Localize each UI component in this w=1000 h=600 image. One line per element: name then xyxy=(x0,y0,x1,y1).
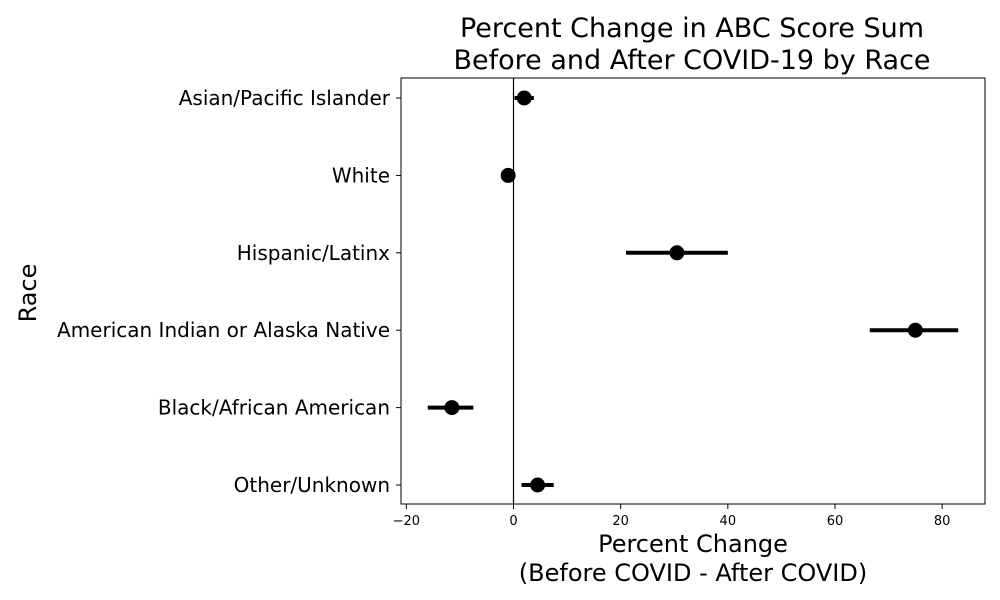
y-category-label: White xyxy=(332,163,390,187)
data-point xyxy=(530,477,546,493)
x-tick-label: 0 xyxy=(509,514,517,529)
plot-area: −20 0 20 40 60 80 Asian/Pacific Islander White H… xyxy=(57,78,959,529)
x-tick-label: 60 xyxy=(827,514,844,529)
chart-title-line-1: Percent Change in ABC Score Sum xyxy=(460,13,924,44)
y-category-label: American Indian or Alaska Native xyxy=(57,318,390,342)
plot-frame xyxy=(400,77,986,505)
x-tick-label: 20 xyxy=(612,514,629,529)
y-category-label: Other/Unknown xyxy=(234,473,390,497)
x-tick-label: 80 xyxy=(934,514,951,529)
data-point xyxy=(907,322,923,338)
data-point xyxy=(516,90,532,106)
x-axis-label-line-1: Percent Change xyxy=(598,530,788,558)
data-point xyxy=(500,167,516,183)
x-tick-label: −20 xyxy=(393,514,420,529)
y-category-label: Black/African American xyxy=(158,396,390,420)
y-category-label: Asian/Pacific Islander xyxy=(179,86,391,110)
x-axis-label-line-2: (Before COVID - After COVID) xyxy=(519,559,867,587)
y-category-label: Hispanic/Latinx xyxy=(237,241,390,265)
x-tick-label: 40 xyxy=(720,514,737,529)
chart-title-line-2: Before and After COVID-19 by Race xyxy=(453,45,930,76)
y-axis-label: Race xyxy=(14,264,42,323)
data-point xyxy=(669,245,685,261)
data-point xyxy=(444,400,460,416)
